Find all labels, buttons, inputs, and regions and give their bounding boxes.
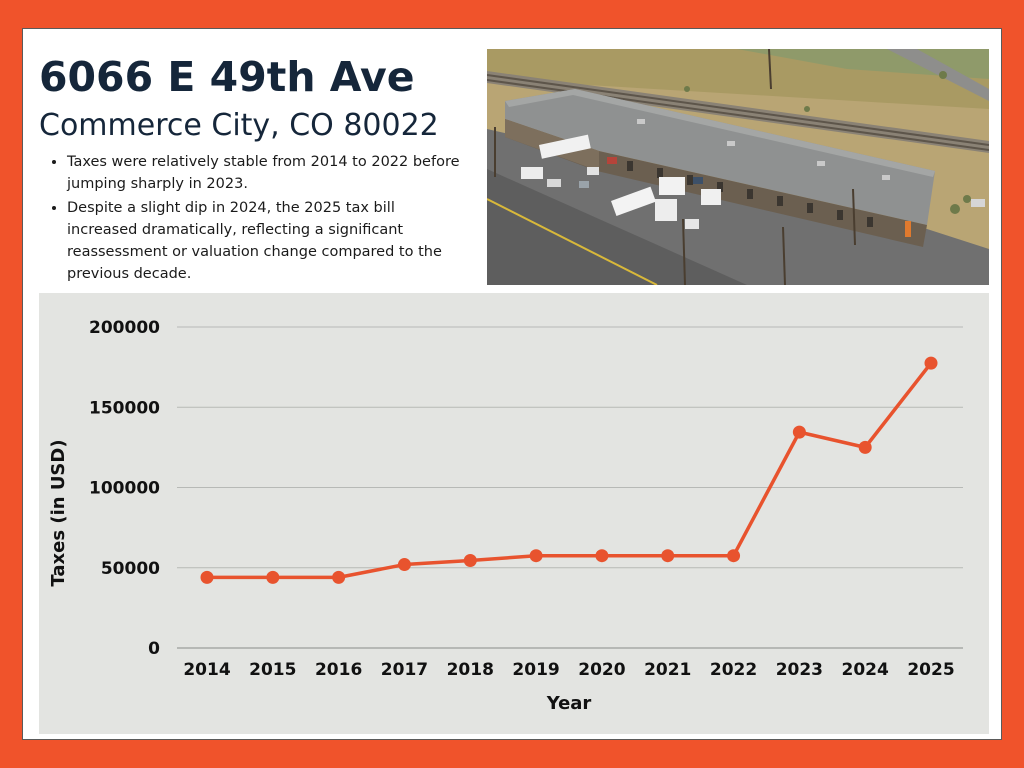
data-point-2022: [727, 549, 741, 563]
data-point-2021: [661, 549, 675, 563]
data-point-2017: [397, 558, 411, 572]
data-point-2023: [792, 425, 806, 439]
y-tick-label: 150000: [89, 398, 160, 418]
data-point-2020: [595, 549, 609, 563]
data-point-2019: [529, 549, 543, 563]
series-line: [207, 362, 933, 580]
summary-bullets: Taxes were relatively stable from 2014 t…: [39, 151, 469, 287]
info-card: 6066 E 49th Ave Commerce City, CO 80022 …: [22, 28, 1002, 740]
y-axis-ticks: 0 50000 100000 150000 200000: [89, 318, 160, 659]
x-tick-label: 2019: [512, 660, 559, 680]
y-tick-label: 200000: [89, 318, 160, 338]
x-tick-label: 2015: [249, 660, 296, 680]
page-title: 6066 E 49th Ave: [39, 53, 415, 101]
y-axis-label: Taxes (in USD): [48, 439, 69, 586]
bullet-item: Taxes were relatively stable from 2014 t…: [67, 151, 469, 195]
x-tick-label: 2020: [578, 660, 625, 680]
x-tick-label: 2023: [776, 660, 823, 680]
aerial-warehouse-photo: [487, 49, 989, 285]
data-point-2024: [858, 440, 872, 454]
x-tick-label: 2021: [644, 660, 691, 680]
data-point-2015: [266, 570, 280, 584]
x-tick-label: 2016: [315, 660, 362, 680]
y-tick-label: 50000: [101, 559, 160, 579]
series-polyline: [207, 362, 933, 580]
x-tick-label: 2018: [447, 660, 494, 680]
y-tick-label: 100000: [89, 479, 160, 499]
x-tick-label: 2024: [842, 660, 889, 680]
bullet-item: Despite a slight dip in 2024, the 2025 t…: [67, 197, 469, 285]
x-tick-label: 2022: [710, 660, 757, 680]
x-tick-label: 2025: [907, 660, 954, 680]
tax-chart: 0 50000 100000 150000 200000 2014 2015 2016 201…: [39, 293, 989, 734]
data-point-2025: [924, 356, 938, 370]
data-point-2014: [200, 570, 214, 584]
warehouse-illustration: [487, 49, 989, 285]
y-tick-label: 0: [148, 639, 160, 659]
x-axis-label: Year: [546, 693, 592, 714]
x-axis-ticks: 2014 2015 2016 2017 2018 2019 2020 2021 2022 2023…: [183, 660, 954, 680]
data-point-2018: [463, 554, 477, 568]
data-point-2016: [332, 570, 346, 584]
x-tick-label: 2017: [381, 660, 428, 680]
series-points: [200, 356, 938, 584]
page-subtitle: Commerce City, CO 80022: [39, 108, 439, 143]
chart-gridlines: [177, 326, 963, 649]
x-tick-label: 2014: [183, 660, 230, 680]
